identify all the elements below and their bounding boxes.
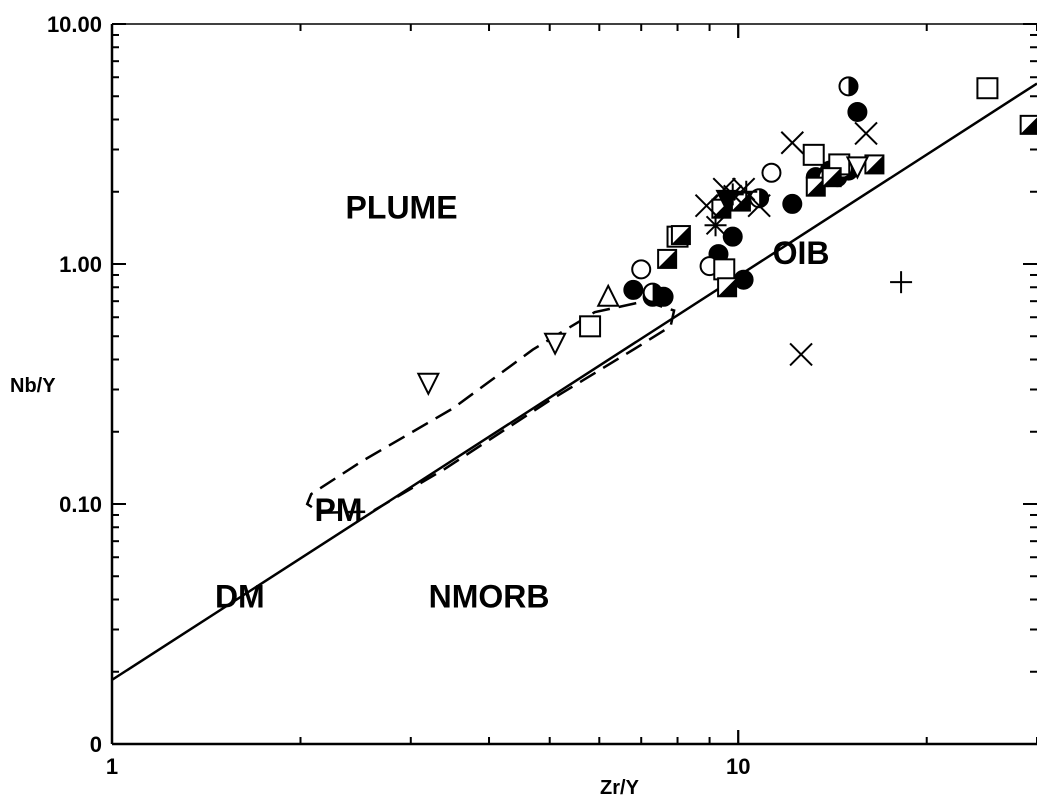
data-point-circle-open bbox=[631, 259, 652, 280]
axis-ticks bbox=[111, 23, 1037, 745]
data-point-triangle-down-open bbox=[543, 332, 567, 356]
data-point-cross-x bbox=[780, 131, 805, 155]
data-point-square-open bbox=[713, 258, 736, 281]
reference-line-layer bbox=[111, 82, 1037, 681]
x-tick-label: 10 bbox=[726, 754, 750, 779]
data-point-circle-filled bbox=[722, 226, 743, 247]
data-point-asterisk bbox=[704, 214, 727, 237]
data-point-triangle-down-open bbox=[845, 156, 870, 180]
data-point-cross-x bbox=[747, 193, 771, 218]
data-point-square-open bbox=[579, 315, 602, 338]
region-label-pm: PM bbox=[315, 492, 363, 528]
labels: 10.00 1.00 0.10 01 10 Zr/Y Nb/Y PLUME OIB PM DM NMO… bbox=[10, 12, 830, 798]
data-point-square-open bbox=[802, 143, 825, 166]
region-label-nmorb: NMORB bbox=[429, 579, 550, 615]
data-point-circle-filled bbox=[733, 269, 754, 290]
y-tick-label: 1.00 bbox=[59, 252, 102, 277]
field-outlines bbox=[305, 299, 676, 514]
data-point-circle-half bbox=[838, 76, 859, 97]
x-tick-label: 1 bbox=[106, 754, 118, 779]
y-axis-title: Nb/Y bbox=[10, 375, 56, 397]
x-axis-title: Zr/Y bbox=[600, 777, 640, 798]
data-point-circle-filled bbox=[847, 101, 868, 122]
plot-area bbox=[110, 23, 1037, 746]
data-point-circle-open bbox=[761, 162, 782, 183]
data-point-circle-half bbox=[642, 282, 663, 303]
region-label-plume: PLUME bbox=[346, 189, 458, 225]
data-point-cross-x bbox=[854, 121, 878, 146]
data-point-circle-filled bbox=[623, 279, 644, 300]
data-point-square-half bbox=[670, 225, 691, 246]
data-point-plus bbox=[735, 180, 758, 203]
field-outline bbox=[305, 299, 676, 514]
data-point-cross-x bbox=[789, 342, 813, 367]
region-label-dm: DM bbox=[215, 579, 265, 615]
y-tick-label: 0.10 bbox=[59, 492, 102, 517]
data-points bbox=[416, 76, 1037, 397]
data-point-square-half bbox=[1019, 114, 1037, 135]
reference-line bbox=[111, 82, 1037, 681]
data-point-square-half bbox=[821, 167, 842, 188]
data-point-triangle-down-filled bbox=[715, 189, 739, 214]
data-point-plus bbox=[890, 271, 913, 294]
data-point-square-open bbox=[976, 77, 999, 100]
data-point-circle-filled bbox=[782, 193, 803, 214]
y-tick-label: 0 bbox=[90, 732, 102, 757]
data-point-square-half bbox=[805, 176, 826, 197]
region-label-oib: OIB bbox=[773, 235, 830, 271]
data-point-triangle-up-open bbox=[596, 283, 620, 307]
data-point-triangle-down-open bbox=[416, 372, 440, 397]
data-point-square-half bbox=[657, 248, 678, 269]
data-point-square-half bbox=[717, 277, 738, 298]
y-tick-label: 10.00 bbox=[47, 12, 102, 37]
data-point-square-half bbox=[864, 154, 885, 175]
